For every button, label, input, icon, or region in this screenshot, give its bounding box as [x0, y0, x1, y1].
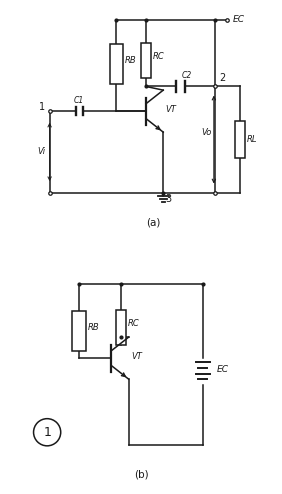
- Bar: [72, 311, 86, 351]
- Text: RB: RB: [125, 56, 136, 65]
- Text: EC: EC: [216, 365, 228, 374]
- Text: 3: 3: [166, 194, 172, 204]
- Text: 1: 1: [39, 102, 45, 113]
- Bar: [141, 43, 151, 78]
- Text: (b): (b): [134, 469, 148, 479]
- Text: Vi: Vi: [38, 147, 46, 157]
- Text: 2: 2: [219, 73, 225, 83]
- Text: VT: VT: [166, 105, 177, 115]
- Text: Vo: Vo: [201, 127, 212, 137]
- Text: C2: C2: [182, 71, 192, 80]
- Text: RB: RB: [88, 323, 100, 332]
- Text: (a): (a): [146, 217, 160, 227]
- Bar: [116, 310, 126, 345]
- Text: RL: RL: [247, 135, 257, 144]
- Text: C1: C1: [74, 96, 84, 105]
- Text: EC: EC: [232, 15, 244, 24]
- Text: RC: RC: [152, 52, 164, 61]
- Text: RC: RC: [128, 319, 139, 328]
- Text: 1: 1: [43, 426, 51, 439]
- Text: VT: VT: [131, 352, 142, 362]
- Bar: [235, 121, 245, 158]
- Bar: [109, 44, 123, 84]
